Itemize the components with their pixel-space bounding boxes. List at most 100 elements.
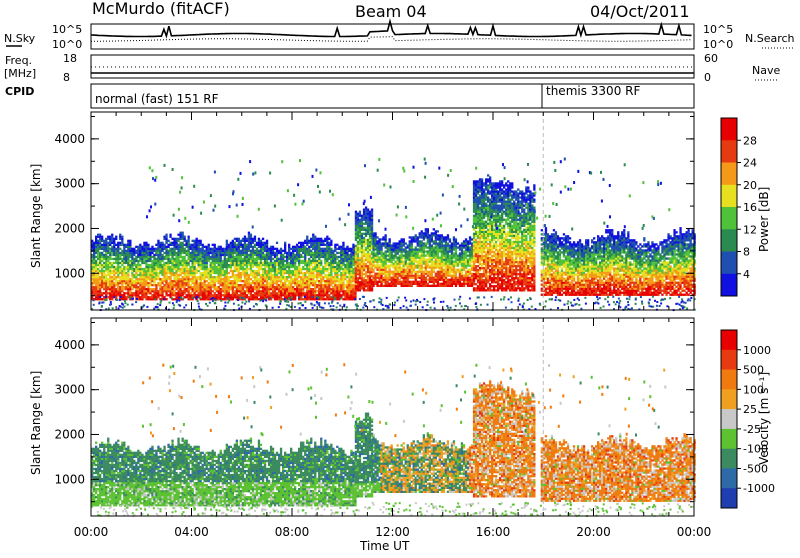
heatmap-cell (246, 274, 248, 276)
heatmap-cell (441, 271, 443, 273)
heatmap-cell (260, 292, 262, 294)
heatmap-cell (177, 266, 179, 268)
heatmap-cell (425, 228, 427, 230)
heatmap-cell (109, 252, 111, 254)
heatmap-cell (278, 258, 280, 260)
heatmap-cell (407, 252, 409, 254)
heatmap-cell (433, 263, 435, 265)
heatmap-cell (264, 274, 266, 276)
heatmap-cell (238, 252, 240, 254)
heatmap-cell (318, 252, 320, 254)
heatmap-cell (250, 252, 252, 254)
heatmap-cell (363, 283, 365, 285)
heatmap-cell (212, 256, 214, 258)
heatmap-cell (473, 196, 475, 198)
heatmap-cell (159, 242, 161, 244)
heatmap-cell (145, 252, 147, 254)
heatmap-cell (159, 244, 161, 246)
heatmap-cell (214, 284, 216, 286)
heatmap-cell (342, 242, 344, 244)
heatmap-cell (188, 244, 190, 246)
heatmap-cell (192, 290, 194, 292)
heatmap-cell (306, 296, 308, 298)
heatmap-cell (332, 288, 334, 290)
heatmap-cell (115, 262, 117, 264)
heatmap-cell (447, 234, 449, 236)
heatmap-cell (401, 271, 403, 273)
heatmap-cell (210, 256, 212, 258)
heatmap-cell (115, 272, 117, 274)
heatmap-cell (324, 268, 326, 270)
heatmap-cell (121, 268, 123, 270)
heatmap-cell (107, 282, 109, 284)
heatmap-cell (314, 250, 316, 252)
heatmap-cell (382, 285, 384, 287)
heatmap-cell (258, 282, 260, 284)
heatmap-cell (177, 284, 179, 286)
heatmap-cell (276, 298, 278, 300)
heatmap-cell (129, 266, 131, 268)
heatmap-cell (324, 238, 326, 240)
heatmap-cell (342, 284, 344, 286)
heatmap-cell (443, 257, 445, 259)
heatmap-cell (95, 262, 97, 264)
nsky-label: N.Sky (4, 32, 36, 45)
heatmap-cell (365, 253, 367, 255)
heatmap-cell (254, 274, 256, 276)
heatmap-cell (363, 265, 365, 267)
heatmap-cell (473, 215, 475, 217)
heatmap-cell (99, 288, 101, 290)
heatmap-cell (282, 272, 284, 274)
heatmap-cell (224, 248, 226, 250)
heatmap-cell (369, 221, 371, 223)
heatmap-cell (246, 284, 248, 286)
heatmap-cell (439, 240, 441, 242)
heatmap-cell (437, 261, 439, 263)
heatmap-cell (344, 274, 346, 276)
heatmap-cell (308, 286, 310, 288)
heatmap-cell (376, 261, 378, 263)
heatmap-cell (224, 286, 226, 288)
heatmap-cell (145, 264, 147, 266)
heatmap-cell (467, 265, 469, 267)
heatmap-cell (357, 289, 359, 291)
heatmap-cell (165, 262, 167, 264)
heatmap-cell (342, 270, 344, 272)
heatmap-cell (318, 244, 320, 246)
heatmap-cell (363, 219, 365, 221)
heatmap-cell (306, 294, 308, 296)
heatmap-cell (330, 270, 332, 272)
heatmap-cell (103, 270, 105, 272)
heatmap-cell (151, 268, 153, 270)
heatmap-cell (431, 263, 433, 265)
heatmap-cell (248, 288, 250, 290)
heatmap-cell (123, 252, 125, 254)
heatmap-cell (123, 250, 125, 252)
heatmap-cell (210, 268, 212, 270)
heatmap-cell (242, 274, 244, 276)
heatmap-cell (296, 274, 298, 276)
heatmap-cell (127, 262, 129, 264)
heatmap-cell (230, 280, 232, 282)
heatmap-cell (369, 215, 371, 217)
heatmap-cell (192, 274, 194, 276)
heatmap-cell (292, 264, 294, 266)
heatmap-cell (344, 272, 346, 274)
heatmap-cell (431, 277, 433, 279)
heatmap-cell (363, 217, 365, 219)
heatmap-cell (342, 264, 344, 266)
heatmap-cell (157, 264, 159, 266)
heatmap-cell (119, 266, 121, 268)
heatmap-cell (401, 257, 403, 259)
heatmap-cell (376, 255, 378, 257)
heatmap-cell (256, 272, 258, 274)
heatmap-cell (300, 276, 302, 278)
heatmap-cell (421, 242, 423, 244)
heatmap-cell (139, 278, 141, 280)
heatmap-cell (355, 277, 357, 279)
heatmap-cell (471, 257, 473, 259)
heatmap-cell (389, 244, 391, 246)
heatmap-cell (147, 284, 149, 286)
heatmap-cell (308, 240, 310, 242)
heatmap-cell (350, 258, 352, 260)
